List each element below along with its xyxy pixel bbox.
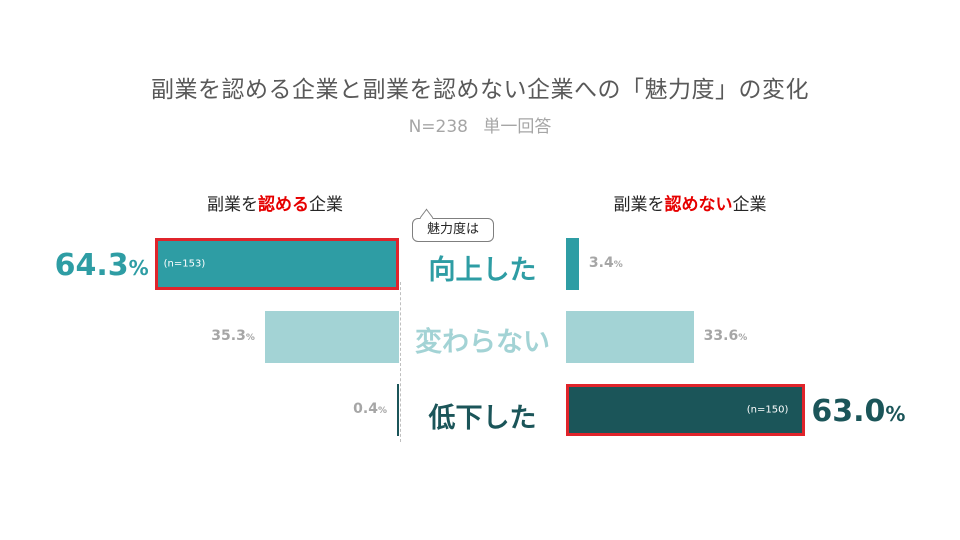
sample-size: N=238 <box>408 117 468 137</box>
bar-right-0 <box>566 238 579 290</box>
bar-right-2: (n=150) <box>566 384 806 436</box>
left-group-header: 副業を認める企業 <box>150 190 400 215</box>
left-header-pre: 副業を <box>207 195 258 215</box>
right-group-header: 副業を認めない企業 <box>565 190 815 215</box>
bar-left-0: (n=153) <box>154 238 399 290</box>
chart-subtitle: N=238 単一回答 <box>0 112 960 137</box>
right-header-emphasis: 認めない <box>664 195 733 215</box>
left-header-post: 企業 <box>309 195 343 215</box>
left-header-emphasis: 認める <box>258 195 309 215</box>
value-label-left-0: 64.3% <box>54 248 149 283</box>
category-label-up: 向上した <box>428 255 537 286</box>
bar-left-2 <box>397 384 399 436</box>
value-label-right-1: 33.6% <box>703 328 748 344</box>
value-label-right-2: 63.0% <box>811 394 906 429</box>
right-header-pre: 副業を <box>613 195 665 215</box>
bar-left-n-label: (n=153) <box>163 258 206 270</box>
chart-title: 副業を認める企業と副業を認めない企業への「魅力度」の変化 <box>151 77 809 103</box>
bar-right-n-label: (n=150) <box>746 404 789 416</box>
category-label-same: 変わらない <box>415 327 550 358</box>
right-header-post: 企業 <box>732 195 767 215</box>
bar-right-1 <box>566 311 694 363</box>
value-label-left-1: 35.3% <box>211 328 255 344</box>
value-label-left-2: 0.4% <box>353 401 387 417</box>
answer-type: 単一回答 <box>483 117 552 137</box>
center-divider <box>400 282 401 442</box>
value-label-right-0: 3.4% <box>588 255 623 271</box>
bar-left-1 <box>264 311 399 363</box>
callout-bubble: 魅力度は <box>412 218 494 242</box>
category-label-down: 低下した <box>428 403 537 434</box>
